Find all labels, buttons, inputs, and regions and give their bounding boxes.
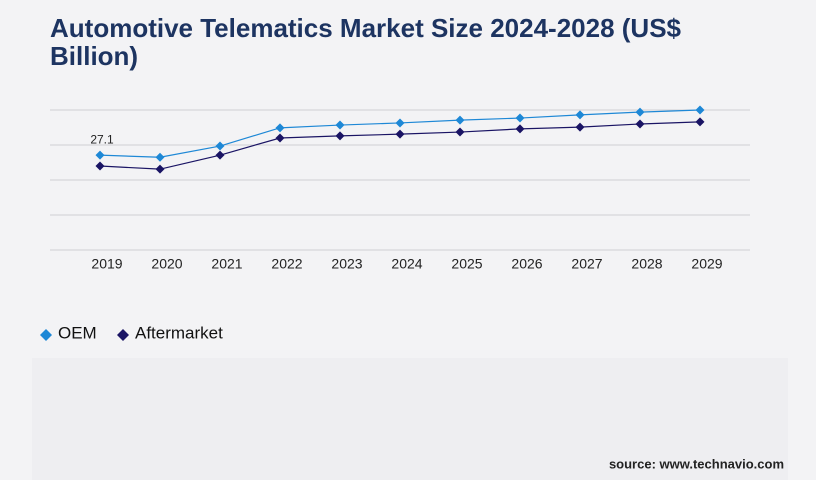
- point: [635, 119, 645, 129]
- x-tick-label: 2020: [151, 256, 182, 272]
- point: [215, 150, 225, 160]
- point: [275, 133, 285, 143]
- legend-panel: [32, 358, 788, 480]
- legend-marker: [117, 329, 129, 341]
- point: [455, 115, 465, 125]
- point: [155, 164, 165, 174]
- x-tick-label: 2026: [511, 256, 542, 272]
- source: source: www.technavio.com: [609, 456, 784, 471]
- point: [95, 161, 105, 171]
- chart-title: Automotive Telematics Market Size 2024-2…: [50, 13, 682, 71]
- x-tick-label: 2027: [571, 256, 602, 272]
- point: [335, 120, 345, 130]
- point: [95, 150, 105, 160]
- legend-label: Aftermarket: [135, 323, 223, 342]
- x-tick-label: 2022: [271, 256, 302, 272]
- point: [635, 107, 645, 117]
- legend-marker: [40, 329, 52, 341]
- point: [335, 131, 345, 141]
- x-tick-label: 2021: [211, 256, 242, 272]
- point: [695, 105, 705, 115]
- series-line: [99, 121, 701, 170]
- point: [155, 152, 165, 162]
- point: [455, 127, 465, 137]
- x-tick-label: 2019: [91, 256, 122, 272]
- x-tick-label: 2023: [331, 256, 362, 272]
- point: [575, 110, 585, 120]
- point: [515, 113, 525, 123]
- x-tick-label: 2028: [631, 256, 662, 272]
- value-label: 27.1: [90, 132, 114, 146]
- point: [515, 124, 525, 134]
- point: [275, 123, 285, 133]
- point: [215, 141, 225, 151]
- point: [395, 129, 405, 139]
- point: [695, 117, 705, 127]
- x-tick-label: 2025: [451, 256, 482, 272]
- x-tick-label: 2029: [691, 256, 722, 272]
- legend-label: OEM: [58, 323, 97, 342]
- point: [395, 118, 405, 128]
- x-tick-label: 2024: [391, 256, 422, 272]
- point: [575, 122, 585, 132]
